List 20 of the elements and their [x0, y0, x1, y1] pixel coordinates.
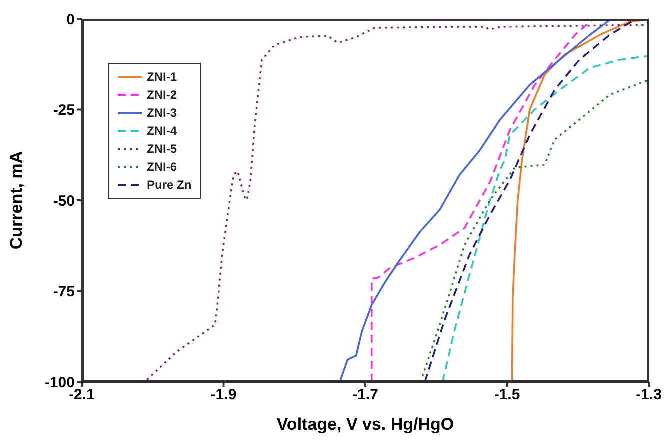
x-tick-label: -1.5 [494, 386, 520, 404]
legend-label: ZNI-4 [147, 124, 177, 138]
y-tick-label: -25 [53, 102, 75, 120]
y-tick-label: 0 [66, 11, 75, 28]
x-tick-label: -1.7 [352, 386, 378, 404]
x-tick-label: -1.9 [210, 386, 237, 404]
y-axis-title: Current, mA [7, 151, 26, 250]
x-axis-title: Voltage, V vs. Hg/HgO [276, 415, 454, 434]
legend-label: ZNI-2 [147, 88, 177, 102]
legend-label: ZNI-3 [147, 106, 177, 120]
x-tick-label: -1.3 [636, 386, 662, 404]
y-tick-label: -50 [53, 192, 75, 210]
legend-label: Pure Zn [147, 178, 192, 192]
legend-label: ZNI-1 [147, 70, 177, 84]
line-series [370, 19, 594, 382]
legend-label: ZNI-6 [147, 160, 177, 174]
y-tick-label: -75 [53, 284, 75, 301]
legend-label: ZNI-5 [147, 142, 177, 156]
line-series [442, 55, 649, 382]
line-series [339, 19, 611, 382]
